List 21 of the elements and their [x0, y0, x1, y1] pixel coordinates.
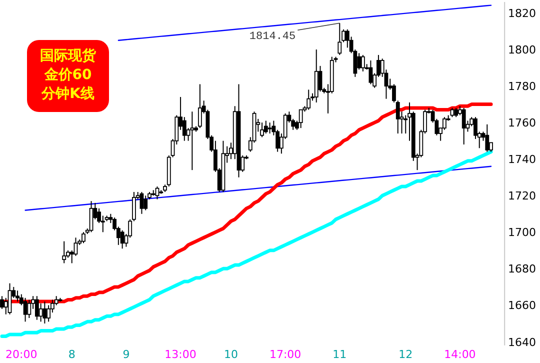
y-tick-label: 1720	[508, 190, 536, 203]
y-tick-label: 1700	[508, 226, 536, 240]
x-tick-label: 14:00	[444, 348, 476, 361]
x-tick-label: 13:00	[164, 348, 196, 361]
y-tick-label: 1780	[508, 80, 536, 94]
x-tick-label: 9	[122, 348, 130, 361]
x-tick-label: 12	[398, 348, 413, 361]
y-tick-label: 1740	[508, 153, 536, 166]
x-tick-label: 10	[224, 348, 238, 361]
y-tick-label: 1760	[508, 116, 536, 130]
x-tick-label: 8	[68, 348, 76, 361]
y-tick-label: 1680	[508, 262, 536, 276]
x-tick-label: 20:00	[6, 348, 38, 361]
y-tick-label: 1660	[508, 299, 536, 312]
y-tick-label: 1820	[508, 6, 536, 20]
x-tick-label: 11	[332, 348, 347, 361]
annotation: 1814.45	[249, 31, 296, 44]
y-tick-label: 1640	[508, 336, 536, 349]
x-tick-label: 17:00	[269, 348, 302, 361]
text: 国际现货金价60分钟K线	[27, 40, 109, 112]
y-tick-label: 1800	[508, 43, 536, 56]
